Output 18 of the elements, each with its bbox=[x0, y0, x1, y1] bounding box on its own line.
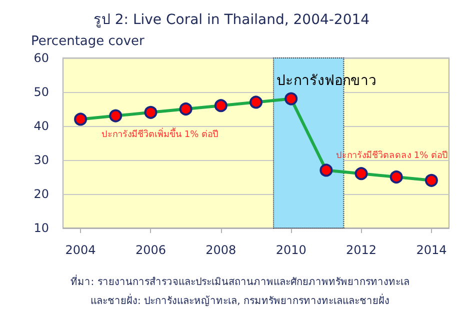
x-tick-label: 2014 bbox=[416, 243, 447, 257]
x-tick-label: 2004 bbox=[65, 243, 96, 257]
y-tick-label: 10 bbox=[34, 221, 49, 235]
y-tick-label: 20 bbox=[34, 187, 49, 201]
y-tick-label: 30 bbox=[34, 153, 49, 167]
y-tick-label: 50 bbox=[34, 85, 49, 99]
x-tick-label: 2006 bbox=[135, 243, 166, 257]
x-tick-label: 2010 bbox=[276, 243, 306, 257]
band-label: ปะการังฟอกขาว bbox=[276, 73, 377, 89]
chart-title: รูป 2: Live Coral in Thailand, 2004-2014 bbox=[93, 12, 370, 28]
x-tick-label: 2008 bbox=[206, 243, 236, 257]
text: ที่มา: รายงานการสำรวจและประเมินสถานภาพและศักยภาพทรัพยากรทางทะเล และชายฝั่ง: ปะการังและหญ้าทะเล, กรมทรัพยากรทางทะเลและชายฝั่ง bbox=[70, 274, 410, 307]
y-tick-label: 60 bbox=[34, 51, 49, 65]
y-tick-label: 40 bbox=[34, 119, 49, 133]
x-tick-label: 2012 bbox=[346, 243, 377, 257]
y-axis-title: Percentage cover bbox=[31, 34, 146, 49]
annotation: ปะการังมีชีวิตลดลง 1% ต่อปี bbox=[336, 150, 448, 161]
annotation: ปะการังมีชีวิตเพิ่มขึ้น 1% ต่อปี bbox=[102, 127, 218, 140]
